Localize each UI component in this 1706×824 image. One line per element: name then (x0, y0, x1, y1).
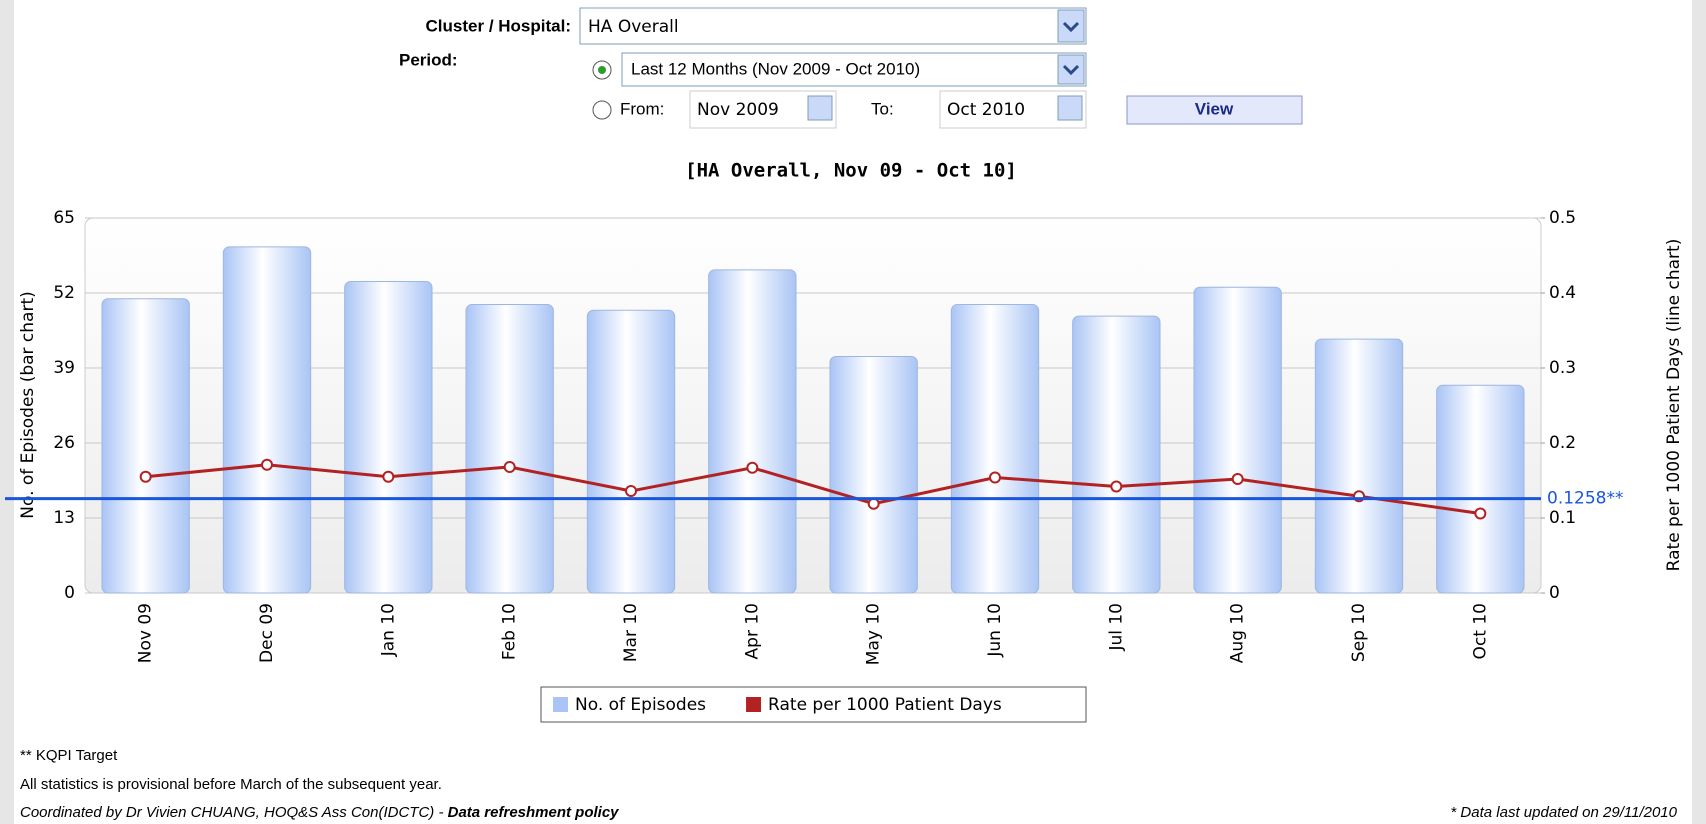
y2-tick-label: 0.4 (1549, 283, 1576, 303)
select-arrow[interactable] (1057, 9, 1085, 43)
y-tick-label: 39 (53, 358, 75, 378)
y2-tick-label: 0.3 (1549, 358, 1576, 378)
bar (344, 280, 433, 594)
line-point (261, 458, 273, 471)
period-preset: Last 12 Months (Nov 2009 - Oct 2010) (631, 59, 920, 78)
x-tick-label: Mar 10 (621, 603, 641, 662)
cluster-value: HA Overall (588, 17, 679, 37)
x-tick-label: Aug 10 (1228, 603, 1248, 663)
legend-swatch (746, 697, 762, 712)
line-point (867, 497, 880, 510)
bar (1193, 286, 1282, 594)
bar (101, 298, 190, 594)
y-tick-label: 26 (53, 433, 75, 453)
line-point (746, 461, 759, 474)
cluster-select[interactable]: HA Overall (579, 7, 1087, 45)
radio-dot (598, 66, 606, 74)
x-tick-label: Feb 10 (500, 603, 520, 660)
bar (708, 269, 797, 594)
to-value: Oct 2010 (947, 100, 1025, 120)
legend-label: Rate per 1000 Patient Days (768, 695, 1002, 715)
target-label: 0.1258** (1547, 489, 1623, 509)
cluster-label: Cluster / Hospital: (426, 16, 571, 35)
x-tick-label: Jun 10 (985, 603, 1005, 658)
x-tick-label: Oct 10 (1470, 603, 1490, 659)
policy-link[interactable]: Data refreshment policy (448, 804, 620, 821)
legend-label: No. of Episodes (575, 695, 706, 715)
y-axis-label: No. of Episodes (bar chart) (18, 291, 38, 519)
calendar-button[interactable] (807, 95, 833, 121)
select-arrow[interactable] (1057, 54, 1085, 85)
x-tick-label: Dec 09 (257, 603, 277, 663)
arrow-icon (1062, 64, 1080, 76)
footnote: ** KQPI Target (20, 747, 118, 764)
button-label: View (1195, 99, 1234, 118)
from-value: Nov 2009 (697, 100, 779, 120)
y-tick-label: 52 (53, 283, 75, 303)
line-point (139, 470, 152, 483)
x-tick-label: Jul 10 (1106, 603, 1126, 652)
y-tick-label: 0 (64, 583, 75, 603)
x-tick-label: Sep 10 (1349, 603, 1369, 662)
calendar-button[interactable] (1057, 95, 1083, 121)
line-point (989, 471, 1001, 484)
credit-text: Coordinated by Dr Vivien CHUANG, HOQ&S A… (20, 804, 448, 821)
period-label: Period: (399, 50, 458, 69)
y2-tick-label: 0.2 (1549, 433, 1576, 453)
x-tick-label: Jan 10 (378, 603, 398, 657)
chart-title: [HA Overall, Nov 09 - Oct 10] (685, 160, 1017, 182)
from-label: From: (620, 99, 664, 118)
bar (1436, 384, 1525, 594)
provisional-note: All statistics is provisional before Mar… (20, 776, 442, 793)
button-box[interactable] (1126, 95, 1303, 125)
credit: Coordinated by Dr Vivien CHUANG, HOQ&S A… (20, 804, 619, 821)
line-point (1110, 480, 1123, 493)
bar (222, 246, 312, 594)
bar (586, 309, 676, 594)
x-tick-label: May 10 (864, 603, 884, 665)
to-label: To: (871, 99, 894, 118)
x-tick-label: Apr 10 (742, 603, 762, 659)
legend-swatch (553, 697, 568, 712)
line-point (1231, 473, 1244, 485)
x-tick-label: Nov 09 (136, 603, 156, 663)
line-point (625, 485, 637, 497)
select-box[interactable] (621, 52, 1087, 87)
y2-tick-label: 0.1 (1549, 508, 1576, 528)
legend-box (540, 686, 1087, 723)
arrow-icon (1062, 21, 1080, 33)
bar (950, 304, 1040, 594)
view-button[interactable]: View (1126, 95, 1303, 125)
line-point (503, 461, 516, 473)
bar (1072, 315, 1161, 594)
line (145, 463, 1481, 515)
period-select[interactable]: Last 12 Months (Nov 2009 - Oct 2010) (621, 52, 1087, 87)
select-box[interactable] (579, 7, 1087, 45)
y-tick-label: 13 (53, 508, 75, 528)
radio-range[interactable] (592, 100, 612, 120)
y2-tick-label: 0 (1549, 583, 1560, 603)
y-tick-label: 65 (53, 208, 75, 228)
y2-tick-label: 0.5 (1549, 208, 1576, 228)
bar (465, 304, 554, 594)
bar (1314, 338, 1404, 594)
legend: No. of Episodes Rate per 1000 Patient Day… (540, 686, 1087, 723)
bar (829, 355, 918, 594)
line-point (382, 470, 395, 483)
line-point (1474, 507, 1487, 520)
last-updated: * Data last updated on 29/11/2010 (1450, 804, 1677, 821)
y2-axis-label: Rate per 1000 Patient Days (line chart) (1664, 239, 1684, 572)
